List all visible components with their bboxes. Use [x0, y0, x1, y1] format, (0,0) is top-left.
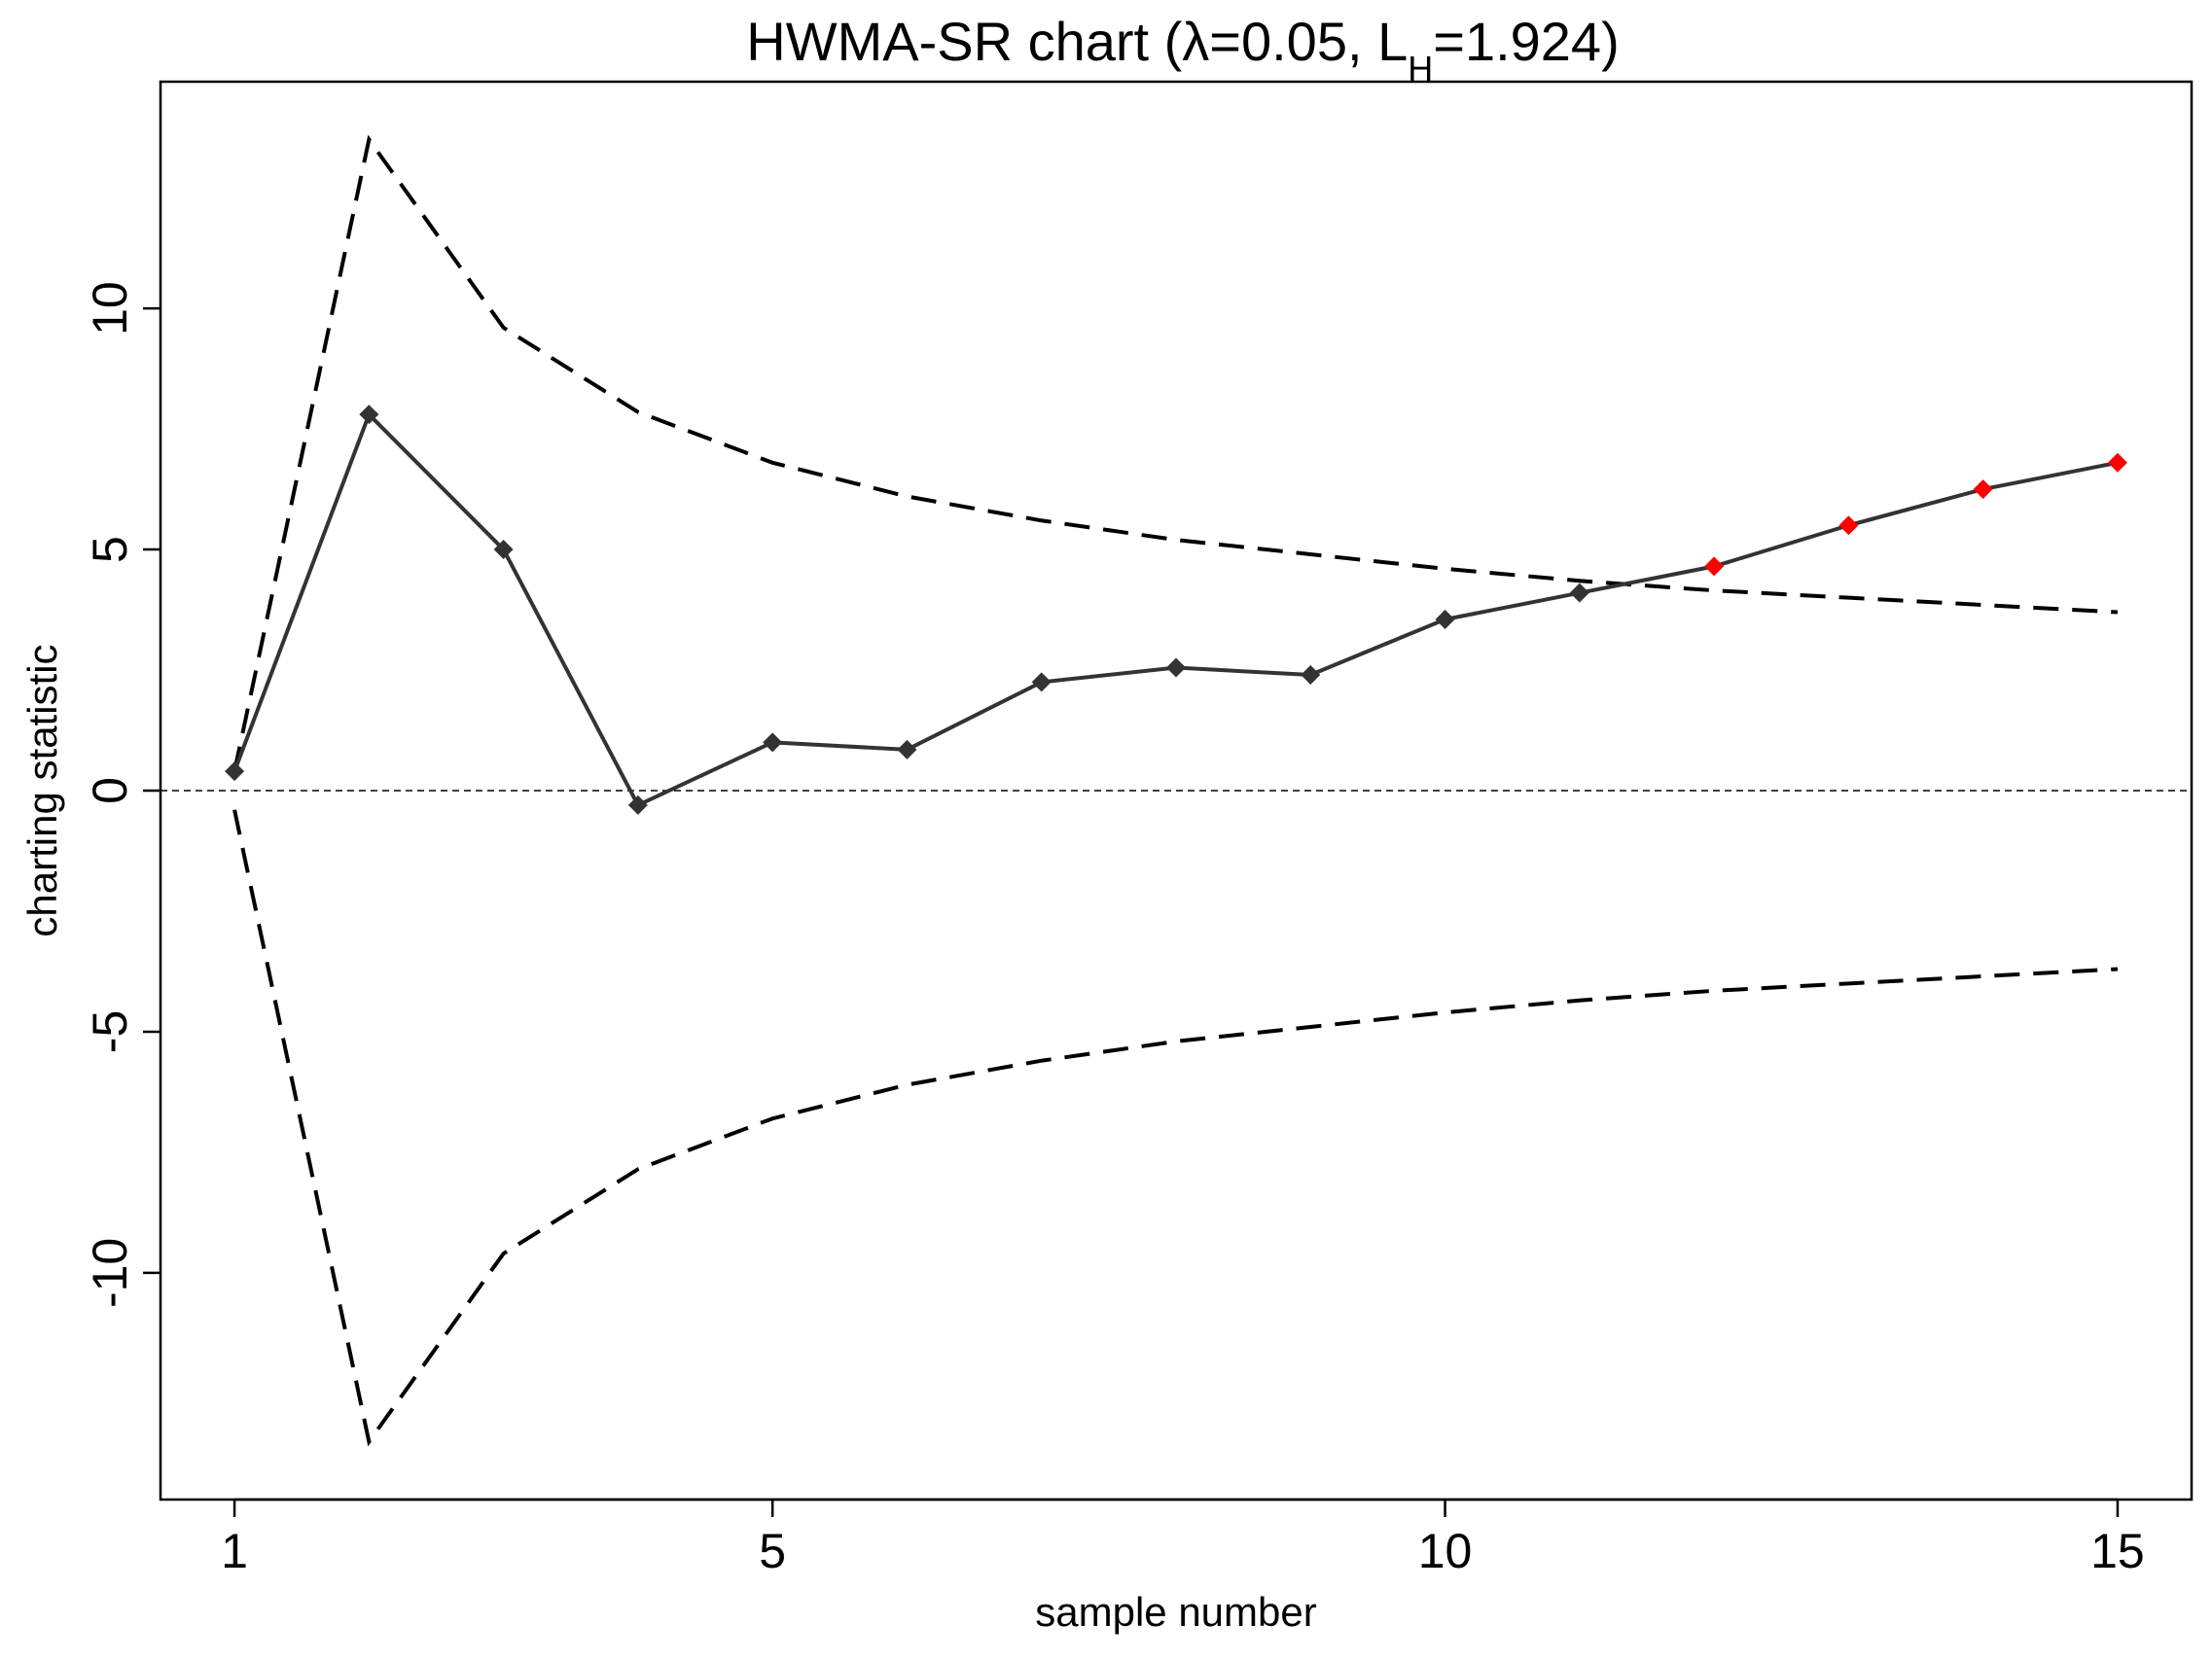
data-point: [1569, 583, 1589, 603]
signal-point: [1838, 515, 1859, 536]
x-tick-label: 15: [2090, 1524, 2145, 1578]
plot-area: [161, 134, 2192, 1447]
data-point: [897, 739, 917, 759]
y-tick-label: -5: [83, 1010, 137, 1053]
data-point: [493, 540, 514, 560]
chart-title-main: HWMA-SR chart (λ=0.05, L: [746, 11, 1408, 72]
chart-title-tail: =1.924): [1433, 11, 1620, 72]
data-point: [1031, 672, 1052, 692]
data-point: [359, 405, 379, 425]
data-point: [1435, 609, 1455, 629]
y-axis: -10 -5 0 5 10: [83, 281, 161, 1308]
data-point: [763, 732, 783, 753]
signal-point: [2107, 452, 2127, 473]
x-axis-label: sample number: [1035, 1589, 1316, 1635]
x-tick-label: 10: [1418, 1524, 1473, 1578]
lower-control-limit: [232, 809, 2119, 1447]
y-tick-label: 5: [83, 536, 137, 563]
y-tick-label: 10: [83, 281, 137, 336]
x-tick-label: 5: [759, 1524, 786, 1578]
y-tick-label: -10: [83, 1238, 137, 1308]
x-axis: 1 5 10 15: [221, 1498, 2145, 1578]
data-point: [225, 761, 245, 782]
upper-control-limit: [232, 134, 2119, 772]
data-point: [1166, 657, 1186, 678]
chart-title: HWMA-SR chart (λ=0.05, LH=1.924): [746, 11, 1619, 88]
data-point: [627, 795, 648, 815]
y-axis-label: charting statistic: [19, 644, 65, 936]
y-tick-label: 0: [83, 777, 137, 804]
signal-point: [1704, 556, 1725, 577]
signal-point: [1973, 479, 1993, 500]
data-point: [1301, 664, 1321, 685]
x-tick-label: 1: [221, 1524, 248, 1578]
